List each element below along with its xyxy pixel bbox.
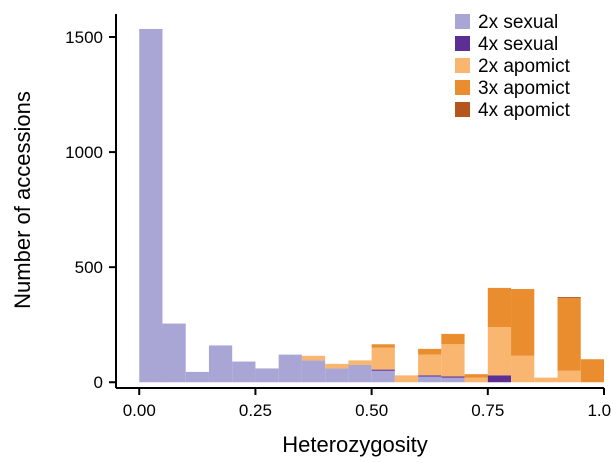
y-tick-label: 500 xyxy=(75,258,103,277)
y-axis-title: Number of accessions xyxy=(10,91,35,309)
bar-segment xyxy=(441,377,465,383)
bar-segment xyxy=(325,368,349,383)
y-tick-label: 1000 xyxy=(65,143,103,162)
bar-segment xyxy=(534,377,558,383)
y-axis-ticks: 0 500 1000 1500 xyxy=(65,28,116,392)
bar-segment xyxy=(487,327,512,376)
legend-swatch xyxy=(455,80,470,95)
x-tick-label: 0.00 xyxy=(123,401,156,420)
bar-segment xyxy=(511,355,535,383)
bar-segment xyxy=(511,289,535,356)
bar-segment xyxy=(348,360,372,365)
bar-segment xyxy=(464,374,488,378)
legend-swatch xyxy=(455,102,470,117)
legend-label: 2x sexual xyxy=(478,12,558,33)
legend-swatch xyxy=(455,36,470,51)
bar-segment xyxy=(301,360,326,383)
legend-label: 3x apomict xyxy=(478,78,571,99)
bar-segment xyxy=(418,375,442,377)
legend-label: 4x apomict xyxy=(478,100,571,121)
y-tick-label: 0 xyxy=(94,373,103,392)
bar-segment xyxy=(371,369,395,371)
bar-segment xyxy=(464,377,488,383)
bar-segment xyxy=(394,375,419,383)
bar-segment xyxy=(557,298,581,371)
bar-segment xyxy=(418,354,442,376)
x-tick-label: 0.25 xyxy=(239,401,272,420)
bar-segment xyxy=(301,355,326,361)
bar-segment xyxy=(557,370,581,383)
bar-segment xyxy=(418,376,442,383)
bar-segment xyxy=(139,28,163,383)
bar-segment xyxy=(418,348,442,355)
bar-segment xyxy=(348,364,372,383)
bars-group xyxy=(139,28,604,383)
bar-segment xyxy=(487,287,512,328)
x-axis-ticks: 0.00 0.25 0.50 0.75 1.00 xyxy=(123,388,611,420)
bar-segment xyxy=(441,376,465,378)
legend-swatch xyxy=(455,58,470,73)
bar-segment xyxy=(441,333,465,345)
y-tick-label: 1500 xyxy=(65,28,103,47)
bar-segment xyxy=(371,370,395,383)
bar-segment xyxy=(325,363,349,369)
bar-segment xyxy=(162,323,186,383)
legend-label: 4x sexual xyxy=(478,34,558,55)
bar-segment xyxy=(371,347,395,370)
bar-segment xyxy=(255,368,279,383)
bar-segment xyxy=(371,344,395,348)
legend-swatch xyxy=(455,14,470,29)
bar-segment xyxy=(557,297,581,299)
bar-segment xyxy=(487,375,512,383)
bar-segment xyxy=(278,354,302,383)
bar-segment xyxy=(208,345,233,383)
bar-segment xyxy=(580,359,604,383)
x-axis-title: Heterozygosity xyxy=(282,432,428,457)
bar-segment xyxy=(185,371,209,383)
x-tick-label: 1.00 xyxy=(587,401,611,420)
legend-label: 2x apomict xyxy=(478,56,571,77)
x-tick-label: 0.50 xyxy=(355,401,388,420)
x-tick-label: 0.75 xyxy=(471,401,504,420)
bar-segment xyxy=(232,361,256,383)
bar-segment xyxy=(441,344,465,377)
